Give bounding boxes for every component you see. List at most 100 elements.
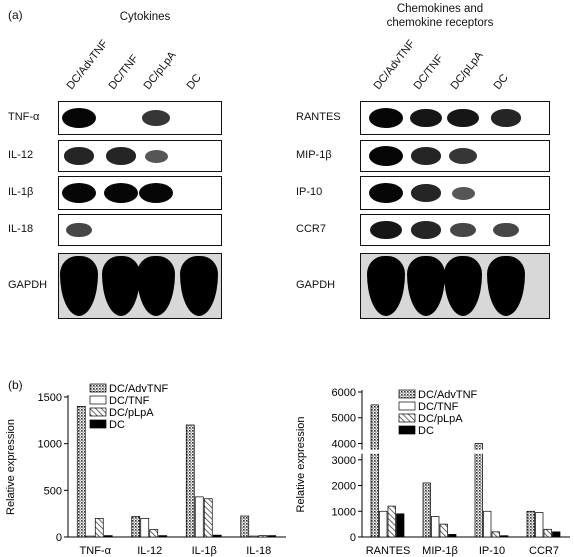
- blot-row-label: CCR7: [296, 223, 326, 235]
- legend-swatch: [89, 395, 107, 405]
- blot-band: [142, 110, 170, 126]
- x-tick-label: IL-12: [137, 545, 162, 557]
- y-tick-label: 3000: [332, 455, 356, 467]
- y-axis-label: Relative expression: [5, 419, 17, 515]
- y-tick-label: 6000: [332, 387, 356, 399]
- blot-band: [407, 256, 445, 316]
- x-tick-label: IL-18: [246, 545, 271, 557]
- legend-swatch: [398, 389, 416, 399]
- x-tick-label: IP-10: [479, 545, 505, 557]
- chart-cytokines: 0 500 1000 1500 Relative expression TNF-α IL-1…: [5, 383, 286, 557]
- blot-band: [444, 256, 482, 316]
- y-tick-label: 1000: [38, 439, 62, 451]
- bar: [194, 496, 204, 538]
- blot-band: [62, 183, 96, 203]
- chemokines-title-line1: Chemokines and: [396, 3, 484, 15]
- blot-band: [369, 146, 403, 166]
- y-tick-label: 5000: [332, 413, 356, 425]
- lane-label: DC: [184, 72, 204, 92]
- bar: [422, 482, 431, 538]
- bar: [212, 534, 222, 538]
- legend-swatch: [398, 413, 416, 423]
- legend-label: DC/pLpA: [418, 413, 463, 425]
- bar: [379, 510, 388, 538]
- lane-label: DC/pLpA: [448, 49, 486, 92]
- blot-row-label: MIP-1β: [296, 149, 332, 161]
- bar: [491, 531, 500, 538]
- bar: [240, 515, 250, 538]
- bar-break: [474, 449, 484, 454]
- blot-band: [102, 256, 140, 316]
- lane-label: DC/TNF: [106, 52, 141, 92]
- bar: [431, 516, 440, 538]
- blot-band: [369, 108, 403, 128]
- blot-row-label: TNF-α: [8, 111, 40, 123]
- blot-row-label: GAPDH: [8, 279, 48, 291]
- blot-band: [411, 147, 441, 165]
- bar: [552, 531, 561, 538]
- blot-strip: [58, 101, 222, 135]
- blot-band: [144, 149, 168, 163]
- bar: [267, 535, 277, 538]
- x-tick-label: CCR7: [529, 545, 559, 557]
- lane-label: DC/TNF: [411, 52, 446, 92]
- blot-row-label: IL-12: [8, 149, 34, 161]
- bar: [94, 517, 104, 538]
- blot-band: [62, 108, 96, 128]
- blot-row-label: IL-18: [8, 223, 34, 235]
- chemokines-title-line2: chemokine receptors: [386, 17, 494, 29]
- y-tick-label: 1500: [38, 392, 62, 404]
- blot-strip: [58, 140, 222, 172]
- blot-band: [137, 256, 175, 316]
- panel-a-label: (a): [8, 8, 23, 22]
- legend-label: DC/AdvTNF: [109, 383, 169, 395]
- blot-band: [104, 183, 138, 203]
- y-axis-label: Relative expression: [295, 417, 307, 513]
- bar: [185, 424, 195, 538]
- bar: [249, 535, 259, 538]
- blot-strip: [58, 176, 222, 210]
- blot-band: [66, 222, 92, 238]
- blot-row-label: RANTES: [296, 111, 341, 123]
- cytokines-title: Cytokines: [119, 11, 171, 23]
- blot-band: [411, 184, 441, 202]
- y-tick-label: 1000: [332, 506, 356, 518]
- legend-swatch: [398, 401, 416, 411]
- x-tick-label: TNF-α: [80, 545, 112, 557]
- blot-strip: [58, 253, 222, 319]
- bar: [149, 529, 159, 538]
- blot-band: [493, 222, 519, 238]
- bar: [76, 405, 86, 538]
- bar: [140, 517, 150, 538]
- lane-label: DC: [491, 72, 511, 92]
- y-tick-label: 500: [44, 485, 62, 497]
- blot-band: [139, 183, 173, 203]
- blot-strip: [360, 214, 550, 246]
- blot-band: [487, 256, 525, 316]
- blot-band: [449, 148, 477, 164]
- blot-strip: [360, 101, 550, 135]
- blot-band: [180, 256, 218, 316]
- blot-band: [410, 108, 442, 128]
- axis-break: [357, 449, 367, 454]
- y-tick-label: 0: [350, 532, 356, 544]
- blot-band: [411, 221, 441, 239]
- blot-band: [450, 222, 476, 238]
- bar: [258, 535, 268, 538]
- legend-label: DC/TNF: [109, 395, 150, 407]
- bar: [396, 513, 405, 538]
- bar: [85, 535, 95, 538]
- legend-label: DC: [418, 425, 434, 437]
- blot-strip: [360, 253, 550, 319]
- bar: [131, 516, 141, 538]
- blot-band: [367, 256, 405, 316]
- legend-swatch: [89, 383, 107, 393]
- blot-band: [64, 147, 94, 165]
- bar: [500, 535, 509, 538]
- legend-swatch: [89, 419, 107, 429]
- bar: [483, 510, 492, 538]
- chemokines-title: Chemokines and chemokine receptors: [355, 2, 525, 30]
- blot-band: [106, 147, 136, 165]
- x-tick-label: RANTES: [366, 545, 411, 557]
- bar: [103, 535, 113, 538]
